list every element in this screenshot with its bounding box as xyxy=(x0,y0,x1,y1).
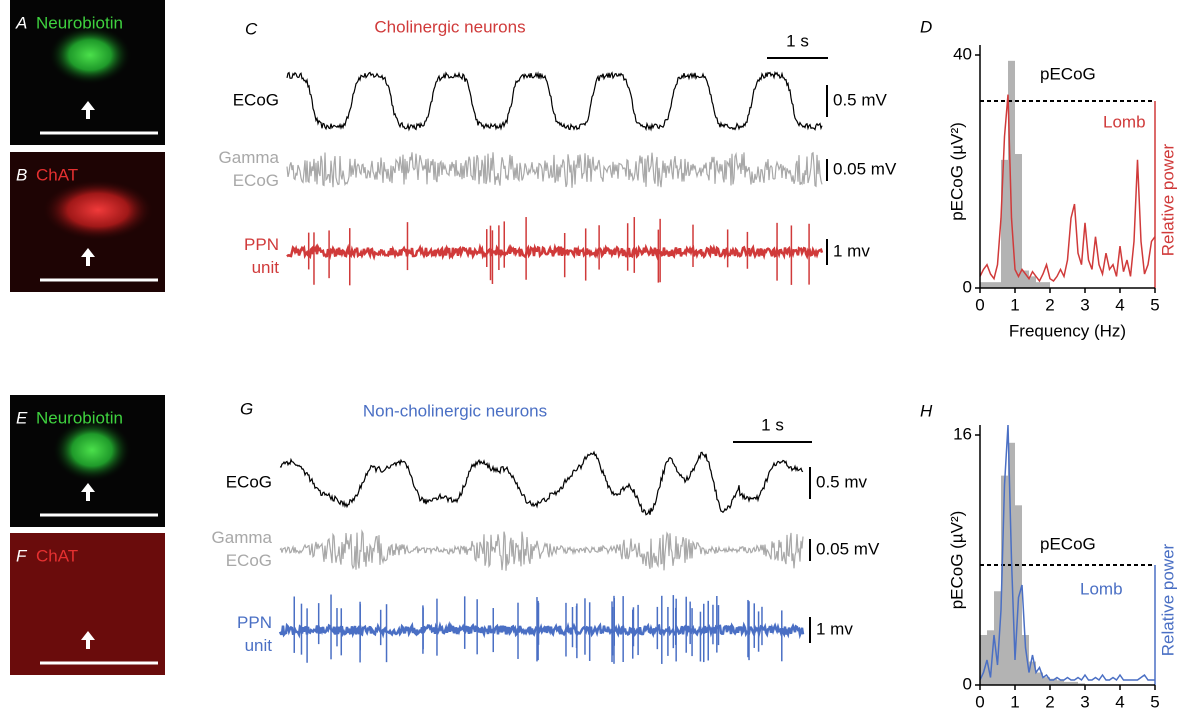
series-label: Lomb xyxy=(1080,579,1123,598)
bar xyxy=(1043,282,1050,288)
trace-label: ECoG xyxy=(226,551,272,570)
bar xyxy=(987,282,994,288)
y-tick-label: 16 xyxy=(953,424,972,443)
x-axis-label: Frequency (Hz) xyxy=(1009,321,1126,340)
panel-letter: G xyxy=(240,399,253,418)
panel-letter: D xyxy=(920,17,932,36)
y-axis-label: pECoG (µV²) xyxy=(947,511,966,610)
y-tick-label: 0 xyxy=(963,277,972,296)
panel-letter: F xyxy=(16,546,28,565)
bar xyxy=(980,282,987,288)
x-tick-label: 3 xyxy=(1080,295,1089,314)
x-tick-label: 1 xyxy=(1010,295,1019,314)
trace xyxy=(280,452,803,515)
amplitude-scale-label: 0.5 mv xyxy=(816,472,868,491)
x-tick-label: 2 xyxy=(1045,692,1054,711)
trace-label: ECoG xyxy=(226,472,272,491)
x-tick-label: 3 xyxy=(1080,692,1089,711)
trace-label: unit xyxy=(252,258,280,277)
x-tick-label: 0 xyxy=(975,692,984,711)
labelled-cell xyxy=(48,25,132,85)
panel-letter: C xyxy=(245,19,258,38)
trace xyxy=(280,531,803,570)
panel-letter: B xyxy=(16,165,27,184)
amplitude-scale-label: 1 mv xyxy=(816,619,853,638)
x-tick-label: 1 xyxy=(1010,692,1019,711)
x-tick-label: 5 xyxy=(1150,692,1159,711)
amplitude-scale-label: 0.5 mV xyxy=(833,90,888,109)
amplitude-scale-label: 0.05 mV xyxy=(833,159,897,178)
bar xyxy=(994,282,1001,288)
trace-label: PPN xyxy=(237,613,272,632)
trace xyxy=(280,626,803,635)
trace-label: Gamma xyxy=(212,528,273,547)
stain-label: Neurobiotin xyxy=(36,408,123,427)
panel-letter: E xyxy=(16,408,28,427)
x-tick-label: 0 xyxy=(975,295,984,314)
amplitude-scale-label: 0.05 mV xyxy=(816,539,880,558)
recording-title: Cholinergic neurons xyxy=(374,17,525,36)
x-tick-label: 5 xyxy=(1150,295,1159,314)
x-tick-label: 4 xyxy=(1115,295,1124,314)
y-axis-label: pECoG (µV²) xyxy=(947,122,966,221)
time-scale-label: 1 s xyxy=(761,415,784,434)
annotation: pECoG xyxy=(1040,534,1096,553)
y-tick-label: 40 xyxy=(953,44,972,63)
time-scale-label: 1 s xyxy=(786,31,809,50)
y-tick-label: 0 xyxy=(963,674,972,693)
bar xyxy=(1015,154,1022,288)
labelled-cell xyxy=(52,418,132,482)
trace-label: PPN xyxy=(244,235,279,254)
stain-label: ChAT xyxy=(36,546,78,565)
x-tick-label: 4 xyxy=(1115,692,1124,711)
micrograph xyxy=(10,533,165,675)
recording-title: Non-cholinergic neurons xyxy=(363,401,547,420)
panel-letter: A xyxy=(15,13,27,32)
y2-axis-label: Relative power xyxy=(1158,143,1177,256)
trace xyxy=(287,248,822,257)
stain-label: Neurobiotin xyxy=(36,13,123,32)
trace xyxy=(287,152,822,188)
panel-letter: H xyxy=(920,401,933,420)
trace-label: unit xyxy=(245,636,273,655)
y2-axis-label: Relative power xyxy=(1158,543,1177,656)
figure: A Neurobiotin B ChAT E Neurobiotin F ChAT C Choli… xyxy=(0,0,1181,714)
annotation: pECoG xyxy=(1040,64,1096,83)
bar xyxy=(1036,282,1043,288)
trace-label: ECoG xyxy=(233,90,279,109)
amplitude-scale-label: 1 mv xyxy=(833,241,870,260)
trace xyxy=(287,73,822,130)
trace-label: ECoG xyxy=(233,171,279,190)
stain-label: ChAT xyxy=(36,165,78,184)
series-label: Lomb xyxy=(1103,112,1146,131)
labelled-cell xyxy=(43,180,153,240)
trace-label: Gamma xyxy=(219,148,280,167)
x-tick-label: 2 xyxy=(1045,295,1054,314)
